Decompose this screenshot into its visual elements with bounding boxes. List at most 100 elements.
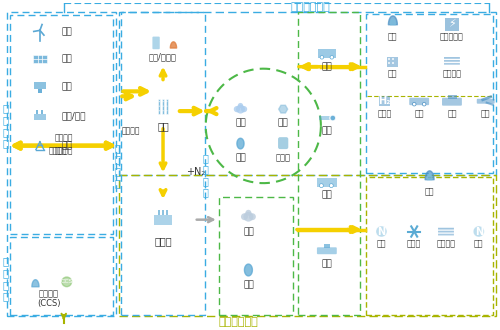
Circle shape [474,226,484,237]
FancyBboxPatch shape [392,55,394,57]
Circle shape [162,101,164,102]
FancyBboxPatch shape [388,55,390,57]
Circle shape [166,106,168,107]
Circle shape [234,106,240,112]
Bar [122,13,204,315]
FancyBboxPatch shape [324,244,330,248]
FancyBboxPatch shape [444,60,460,62]
FancyBboxPatch shape [388,58,390,60]
FancyBboxPatch shape [158,210,160,215]
Bar [7,13,116,316]
Text: 氢
氨
系
统: 氢 氨 系 统 [114,143,120,188]
Text: ⚡: ⚡ [448,19,456,29]
Circle shape [162,106,164,107]
Circle shape [162,110,164,112]
FancyBboxPatch shape [318,50,336,58]
Circle shape [158,101,160,102]
FancyBboxPatch shape [158,99,160,114]
Text: 风电: 风电 [62,28,72,37]
Polygon shape [237,138,244,149]
FancyBboxPatch shape [162,210,164,215]
Circle shape [166,110,168,112]
Circle shape [330,183,334,187]
Text: 罐车: 罐车 [322,190,332,200]
FancyBboxPatch shape [379,96,390,106]
FancyBboxPatch shape [387,57,398,67]
FancyBboxPatch shape [444,63,460,65]
Text: 甲醇/天然气: 甲醇/天然气 [149,52,177,61]
Text: 液态: 液态 [235,153,246,162]
FancyBboxPatch shape [34,114,46,120]
Circle shape [158,110,160,112]
Circle shape [244,212,254,222]
Circle shape [249,213,256,220]
FancyBboxPatch shape [442,98,462,106]
Text: 水电: 水电 [62,82,72,91]
Text: 分布式发电: 分布式发电 [440,33,464,42]
Polygon shape [244,264,252,276]
Text: 固态: 固态 [278,118,288,127]
Circle shape [330,55,334,59]
Circle shape [320,55,324,59]
Text: 补充工业系统: 补充工业系统 [218,317,258,327]
Text: 光伏: 光伏 [62,54,72,63]
Bar [120,175,496,316]
FancyBboxPatch shape [319,116,335,120]
Circle shape [238,103,243,108]
Text: 航空: 航空 [481,110,490,118]
FancyBboxPatch shape [36,110,38,114]
FancyBboxPatch shape [162,99,164,114]
Text: 需求响应: 需求响应 [48,146,67,155]
FancyBboxPatch shape [392,62,394,64]
Circle shape [422,102,426,106]
Circle shape [320,183,324,187]
Text: 工业原料: 工业原料 [442,69,462,78]
Text: 电
力
系
统: 电 力 系 统 [2,104,8,148]
Text: 气态: 气态 [243,227,254,236]
Text: 氢
氨
系
统: 氢 氨 系 统 [203,153,208,198]
FancyBboxPatch shape [34,82,46,89]
Text: 化石原料
(CCS): 化石原料 (CCS) [37,289,60,308]
Text: 需求响应: 需求响应 [54,146,73,155]
Text: 液态: 液态 [243,280,254,289]
FancyBboxPatch shape [152,37,160,49]
Circle shape [158,106,160,107]
Bar [366,15,492,173]
Circle shape [246,210,252,216]
Text: +N₂: +N₂ [186,167,206,177]
Circle shape [241,106,247,112]
Text: 其他: 其他 [62,141,72,150]
Text: CCS: CCS [60,279,73,284]
Text: 掺烧: 掺烧 [424,187,434,197]
Bar [218,197,293,315]
Bar [366,177,492,315]
Text: 制氢: 制氢 [157,121,169,131]
Text: 陆地: 陆地 [414,110,424,118]
Text: N: N [378,226,386,237]
Text: 掺烧: 掺烧 [388,33,397,42]
Text: 辅助服务: 辅助服务 [122,126,140,135]
Text: H₂: H₂ [378,96,390,106]
Bar [10,237,114,315]
FancyBboxPatch shape [40,110,42,114]
FancyBboxPatch shape [166,99,168,114]
FancyBboxPatch shape [278,137,288,149]
Circle shape [412,102,416,106]
FancyBboxPatch shape [392,58,394,60]
FancyBboxPatch shape [166,210,168,215]
FancyBboxPatch shape [445,18,459,31]
Text: 工
业
系
统: 工 业 系 统 [2,256,8,301]
Text: 化合物: 化合物 [276,153,290,162]
FancyBboxPatch shape [410,98,429,105]
Text: 建筑: 建筑 [388,69,397,78]
Bar [298,13,360,315]
Bar [120,13,496,175]
Text: 管道: 管道 [322,126,332,135]
Text: 补充电力系统: 补充电力系统 [290,2,330,13]
Text: 工业原料: 工业原料 [436,240,456,249]
Circle shape [236,105,245,114]
Text: 制冷剂: 制冷剂 [407,240,422,249]
Circle shape [330,115,336,121]
Text: 合成氨: 合成氨 [154,236,172,247]
FancyBboxPatch shape [438,228,454,230]
